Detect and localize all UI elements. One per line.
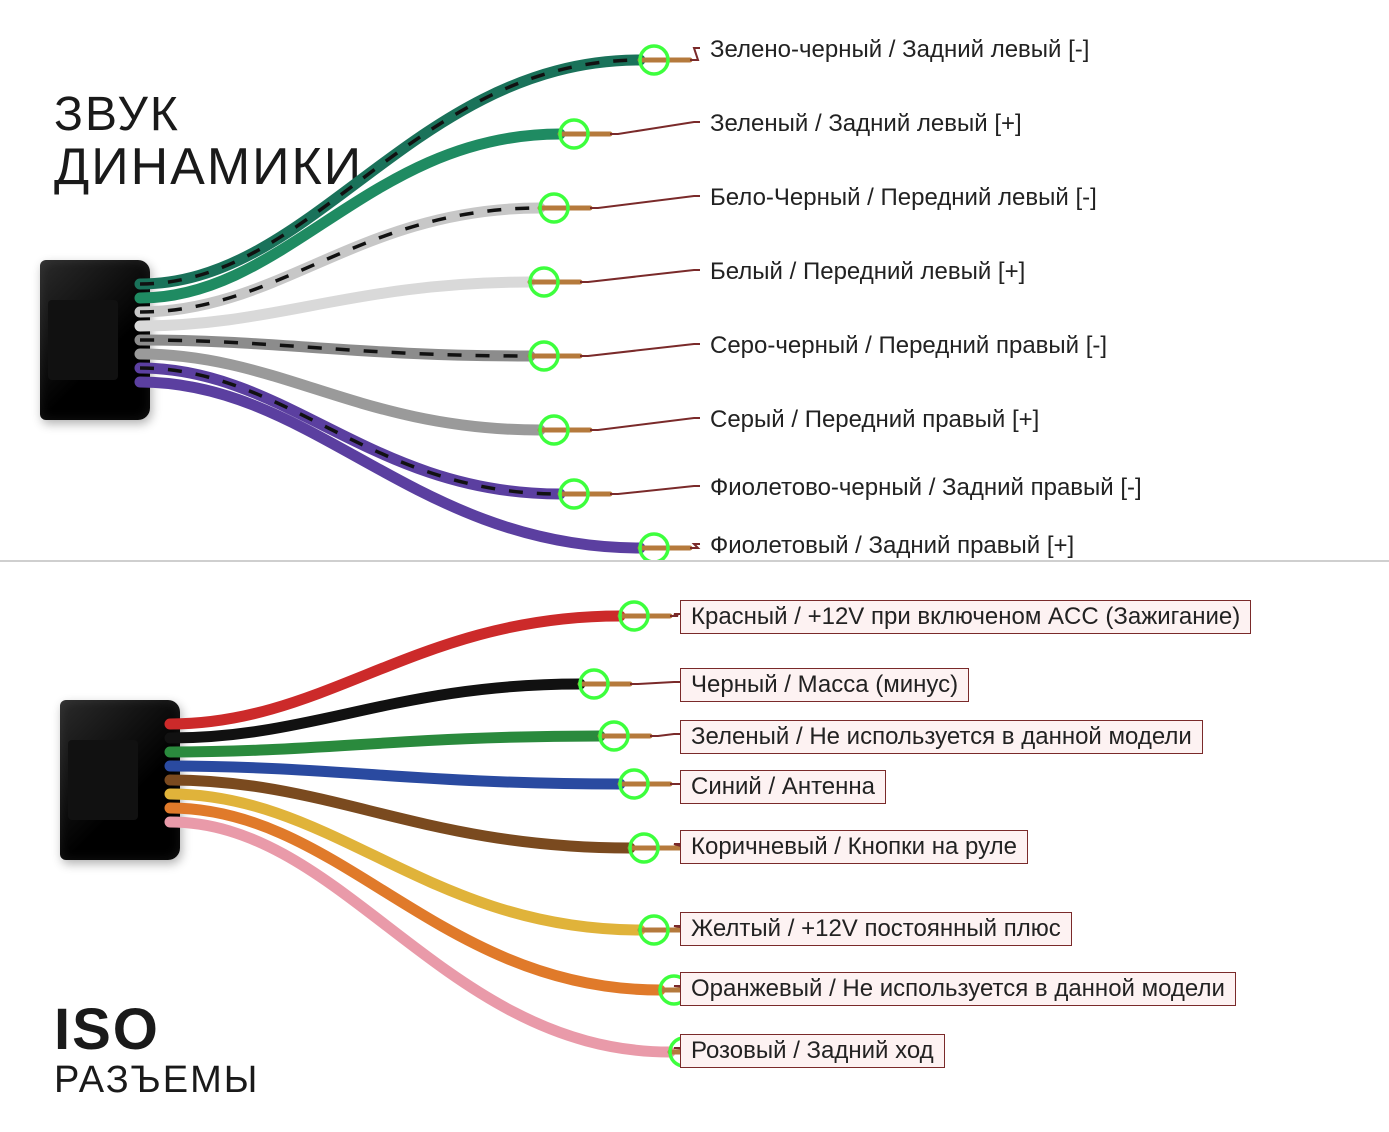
wire-label: Красный / +12V при включеном ACC (Зажига… — [680, 600, 1251, 634]
wire-label: Оранжевый / Не используется в данной мод… — [680, 972, 1236, 1006]
wire-label: Розовый / Задний ход — [680, 1034, 945, 1068]
wire-label: Черный / Масса (минус) — [680, 668, 969, 702]
wire-label: Коричневый / Кнопки на руле — [680, 830, 1028, 864]
wire-label: Синий / Антенна — [680, 770, 886, 804]
wires-iso-svg — [0, 0, 1389, 1132]
wire-label: Желтый / +12V постоянный плюс — [680, 912, 1072, 946]
wire-label: Зеленый / Не используется в данной модел… — [680, 720, 1203, 754]
